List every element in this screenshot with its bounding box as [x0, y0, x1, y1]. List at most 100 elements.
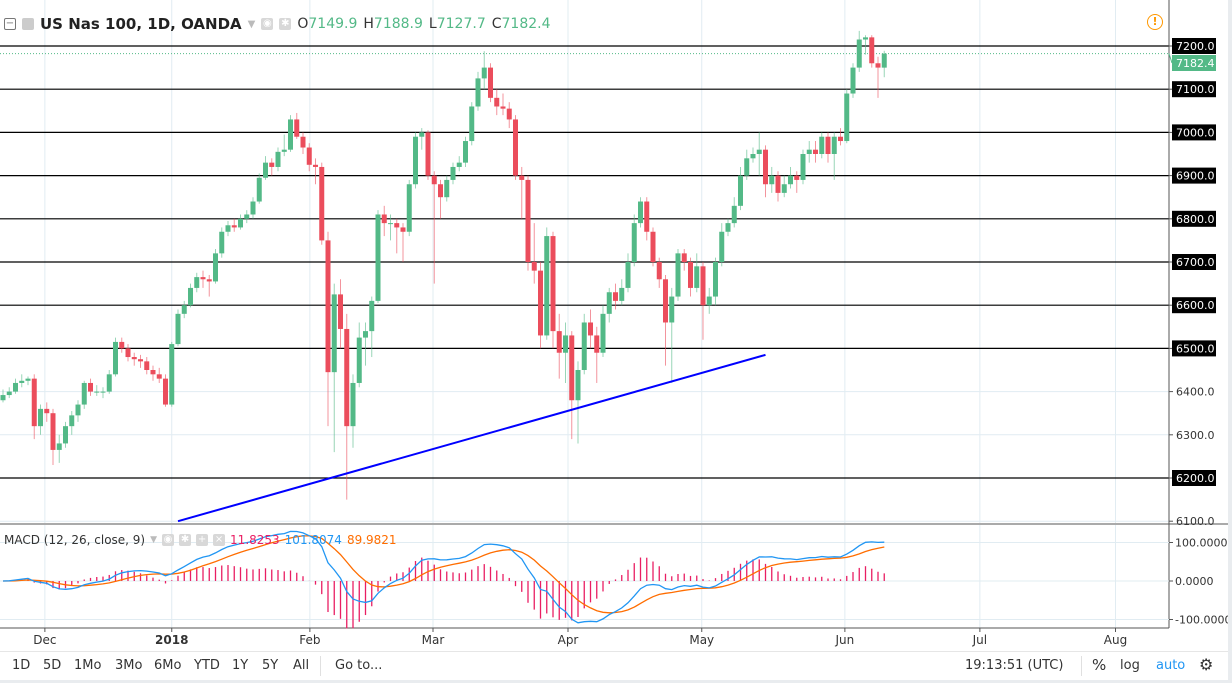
- candle: [413, 132, 418, 189]
- candle-body: [581, 322, 587, 370]
- eye-icon[interactable]: ◉: [261, 18, 274, 30]
- chevron-down-icon[interactable]: ▼: [247, 18, 256, 30]
- candle-body: [850, 67, 856, 94]
- high-label: H: [363, 16, 374, 32]
- range-ytd[interactable]: YTD: [194, 658, 220, 673]
- candle: [250, 197, 256, 219]
- candle: [769, 166, 775, 193]
- range-1d[interactable]: 1D: [12, 658, 31, 673]
- candle: [856, 30, 862, 72]
- candle: [294, 112, 300, 139]
- range-1y[interactable]: 1Y: [232, 658, 249, 673]
- low-value: 7127.7: [436, 16, 486, 32]
- candle: [350, 374, 356, 448]
- candle-body: [531, 262, 537, 271]
- candle-body: [563, 335, 568, 353]
- gear-icon[interactable]: ✱: [279, 18, 292, 30]
- candle-body: [31, 378, 37, 427]
- candle-body: [750, 154, 756, 159]
- candle-body: [456, 162, 462, 167]
- candle-body: [656, 262, 662, 280]
- range-5d[interactable]: 5D: [43, 658, 62, 673]
- candle: [388, 214, 393, 241]
- candle: [356, 322, 362, 388]
- candle: [813, 141, 818, 163]
- candle: [775, 171, 781, 202]
- candle: [494, 89, 500, 116]
- level-label-bg: [1172, 124, 1216, 141]
- candle-body: [231, 225, 237, 228]
- time-tick-label: Jun: [835, 633, 855, 647]
- candle: [725, 218, 731, 237]
- close-icon[interactable]: ×: [213, 534, 226, 546]
- level-label-bg: [1172, 254, 1216, 270]
- candle-body: [775, 175, 781, 193]
- goto-button[interactable]: Go to...: [335, 658, 383, 673]
- candle-body: [256, 177, 262, 202]
- candle-body: [844, 93, 850, 142]
- candle-body: [819, 136, 825, 154]
- candle: [225, 220, 231, 237]
- candle-body: [125, 348, 131, 358]
- eye-icon[interactable]: ◉: [162, 534, 175, 546]
- range-5y[interactable]: 5Y: [262, 658, 279, 673]
- low-label: L: [428, 16, 437, 32]
- time-tick-label: May: [689, 633, 714, 647]
- candle: [450, 162, 456, 185]
- candle: [13, 378, 18, 394]
- candle-body: [131, 357, 137, 360]
- chart-canvas[interactable]: Dec 2018 Feb Mar Apr May Jun Jul Aug 7200.0 7100.0…: [0, 0, 1228, 651]
- candle: [744, 149, 750, 180]
- candle-body: [538, 270, 543, 336]
- log-toggle[interactable]: log: [1120, 658, 1140, 673]
- candle-body: [475, 78, 481, 107]
- plus-icon[interactable]: +: [196, 534, 209, 546]
- candle-body: [219, 231, 225, 254]
- candle: [781, 175, 787, 198]
- candle-body: [813, 149, 818, 154]
- clock[interactable]: 19:13:51 (UTC): [965, 658, 1064, 673]
- candle-body: [756, 149, 762, 154]
- candle: [431, 171, 437, 284]
- candle-body: [0, 395, 6, 401]
- gear-icon[interactable]: ⚙: [1199, 655, 1214, 674]
- candle: [538, 262, 543, 349]
- candle: [125, 344, 131, 362]
- candle-body: [300, 136, 306, 148]
- candle-body: [381, 214, 387, 224]
- candle: [638, 197, 643, 228]
- range-3mo[interactable]: 3Mo: [115, 658, 143, 673]
- symbol-title[interactable]: US Nas 100, 1D, OANDA: [40, 15, 242, 33]
- candle: [513, 115, 518, 180]
- candle: [156, 367, 162, 383]
- candle: [713, 257, 718, 306]
- range-6mo[interactable]: 6Mo: [154, 658, 182, 673]
- candle: [631, 214, 637, 267]
- minus-square-icon[interactable]: −: [4, 18, 16, 30]
- candle: [531, 223, 537, 284]
- macd-title[interactable]: MACD (12, 26, close, 9): [4, 533, 146, 547]
- candle: [256, 173, 262, 204]
- candle: [375, 210, 381, 304]
- range-1mo[interactable]: 1Mo: [74, 658, 102, 673]
- gear-icon[interactable]: ✱: [179, 534, 192, 546]
- candle-body: [688, 262, 693, 288]
- warning-icon[interactable]: !: [1147, 14, 1163, 30]
- percent-toggle[interactable]: %: [1092, 656, 1107, 674]
- candle-body: [650, 231, 656, 262]
- range-all[interactable]: All: [293, 658, 310, 673]
- candle-body: [613, 292, 618, 301]
- time-tick-label: Mar: [422, 633, 445, 647]
- candle-body: [25, 378, 31, 381]
- level-label-bg: [1172, 167, 1216, 184]
- auto-toggle[interactable]: auto: [1156, 658, 1186, 673]
- chevron-down-icon[interactable]: ▼: [150, 535, 158, 545]
- candle-body: [781, 184, 787, 193]
- candle: [0, 389, 6, 403]
- candle: [144, 357, 150, 375]
- candle-body: [825, 136, 831, 154]
- last-price-label-bg: [1172, 55, 1216, 71]
- candle: [806, 141, 812, 163]
- candle: [200, 270, 206, 288]
